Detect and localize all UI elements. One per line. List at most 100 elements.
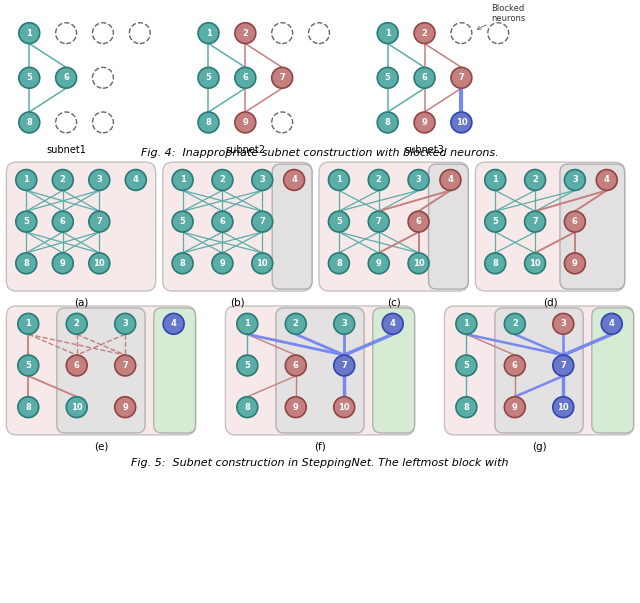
Circle shape [237,355,258,376]
Text: 5: 5 [244,361,250,370]
FancyBboxPatch shape [592,308,634,433]
Text: 8: 8 [336,259,342,268]
Circle shape [172,211,193,232]
Text: 4: 4 [390,320,396,328]
Circle shape [451,68,472,88]
Text: 1: 1 [205,29,211,37]
Text: 8: 8 [180,259,186,268]
Text: 8: 8 [463,403,469,412]
Circle shape [484,211,506,232]
Circle shape [172,253,193,274]
Text: 5: 5 [26,361,31,370]
Circle shape [601,314,622,334]
Text: 2: 2 [376,175,381,185]
Text: (b): (b) [230,298,244,308]
Text: (e): (e) [94,442,108,452]
FancyBboxPatch shape [57,308,145,433]
Text: 5: 5 [23,217,29,226]
Text: 2: 2 [293,320,299,328]
Circle shape [67,355,87,376]
Circle shape [52,169,73,191]
Text: 1: 1 [492,175,498,185]
Text: 10: 10 [413,259,424,268]
Circle shape [285,314,306,334]
Text: 3: 3 [259,175,265,185]
FancyBboxPatch shape [372,308,415,433]
FancyBboxPatch shape [272,164,312,289]
Text: 8: 8 [492,259,498,268]
Circle shape [484,253,506,274]
Circle shape [408,169,429,191]
Text: (a): (a) [74,298,88,308]
Text: 5: 5 [385,74,390,82]
FancyBboxPatch shape [495,308,583,433]
FancyBboxPatch shape [476,162,625,291]
Circle shape [377,23,398,43]
Circle shape [235,68,256,88]
Text: Fig. 4:  Inappropriate subnet construction with blocked neurons.: Fig. 4: Inappropriate subnet constructio… [141,148,499,158]
Circle shape [18,314,39,334]
Circle shape [56,68,77,88]
Circle shape [368,169,389,191]
Text: 6: 6 [74,361,79,370]
Text: 3: 3 [416,175,422,185]
Circle shape [272,68,292,88]
Text: 1: 1 [385,29,390,37]
Circle shape [414,68,435,88]
Circle shape [564,211,586,232]
Text: 4: 4 [291,175,297,185]
Text: 8: 8 [26,403,31,412]
Circle shape [456,314,477,334]
Circle shape [252,253,273,274]
Text: 4: 4 [447,175,453,185]
Text: 4: 4 [604,175,610,185]
Text: 7: 7 [341,361,347,370]
Circle shape [456,355,477,376]
FancyBboxPatch shape [6,162,156,291]
Circle shape [52,211,73,232]
Circle shape [525,169,545,191]
Circle shape [18,397,39,418]
Circle shape [564,169,586,191]
Circle shape [16,211,36,232]
Text: 6: 6 [63,74,69,82]
Text: 10: 10 [71,403,83,412]
Text: 4: 4 [171,320,177,328]
Text: subnet1: subnet1 [46,145,86,155]
Text: 9: 9 [293,403,299,412]
Circle shape [235,112,256,133]
Circle shape [212,169,233,191]
Text: 4: 4 [133,175,139,185]
FancyBboxPatch shape [6,306,196,435]
Text: 2: 2 [74,320,79,328]
Circle shape [553,397,573,418]
Circle shape [377,112,398,133]
FancyBboxPatch shape [429,164,468,289]
Text: 7: 7 [259,217,265,226]
Text: subnet2: subnet2 [225,145,266,155]
Text: 7: 7 [532,217,538,226]
Circle shape [334,314,355,334]
Text: 1: 1 [463,320,469,328]
Circle shape [163,314,184,334]
Circle shape [553,355,573,376]
Text: 3: 3 [122,320,128,328]
Circle shape [368,253,389,274]
Circle shape [89,253,109,274]
Text: subnet3: subnet3 [404,145,445,155]
Text: 8: 8 [205,118,211,127]
Text: 9: 9 [243,118,248,127]
Text: 10: 10 [93,259,105,268]
Circle shape [414,23,435,43]
FancyBboxPatch shape [319,162,468,291]
Circle shape [125,169,147,191]
Text: 6: 6 [60,217,66,226]
Text: 6: 6 [572,217,578,226]
Circle shape [328,211,349,232]
Text: 8: 8 [26,118,32,127]
Text: 7: 7 [561,361,566,370]
Text: 10: 10 [339,403,350,412]
Circle shape [553,314,573,334]
Circle shape [564,253,586,274]
Text: 8: 8 [24,259,29,268]
